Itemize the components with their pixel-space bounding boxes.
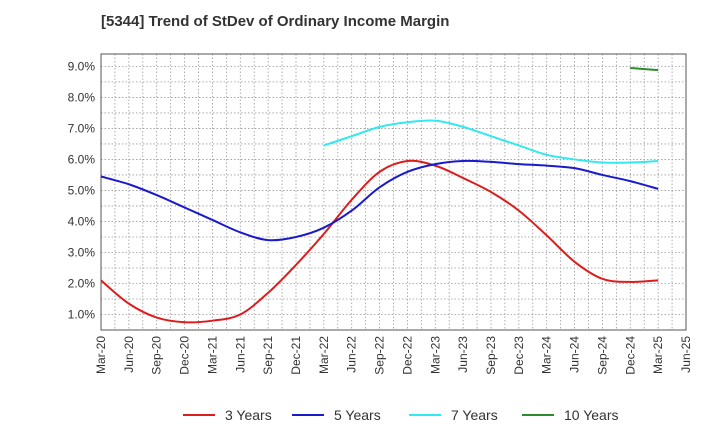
x-tick-label: Mar-20 bbox=[94, 336, 108, 374]
grid-lines bbox=[100, 54, 687, 330]
axes bbox=[100, 53, 687, 331]
x-tick-label: Dec-24 bbox=[623, 336, 637, 375]
y-tick-label: 8.0% bbox=[68, 90, 96, 104]
chart-title: [5344] Trend of StDev of Ordinary Income… bbox=[101, 13, 450, 30]
y-tick-label: 9.0% bbox=[68, 59, 96, 73]
series-line-10-years bbox=[630, 66, 659, 72]
y-tick-label: 7.0% bbox=[68, 121, 96, 135]
legend-item-3-years: 3 Years bbox=[183, 404, 272, 426]
x-tick-label: Jun-25 bbox=[679, 336, 693, 373]
series-line-3-years bbox=[100, 159, 659, 324]
legend-label: 5 Years bbox=[334, 407, 381, 423]
x-tick-label: Jun-23 bbox=[456, 336, 470, 373]
legend-item-10-years: 10 Years bbox=[522, 404, 619, 426]
y-tick-label: 4.0% bbox=[68, 214, 96, 228]
x-tick-label: Jun-24 bbox=[568, 336, 582, 373]
plot-frame bbox=[100, 53, 687, 331]
y-tick-label: 3.0% bbox=[68, 245, 96, 259]
legend-label: 7 Years bbox=[451, 407, 498, 423]
legend-swatch bbox=[409, 414, 441, 416]
x-tick-label: Dec-21 bbox=[289, 336, 303, 375]
legend-label: 3 Years bbox=[225, 407, 272, 423]
x-tick-label: Mar-23 bbox=[428, 336, 442, 374]
y-tick-label: 2.0% bbox=[68, 276, 96, 290]
legend-swatch bbox=[183, 414, 215, 416]
x-tick-label: Sep-24 bbox=[595, 336, 609, 375]
x-tick-label: Mar-25 bbox=[651, 336, 665, 374]
legend-item-7-years: 7 Years bbox=[409, 404, 498, 426]
y-tick-label: 1.0% bbox=[68, 307, 96, 321]
series-lines bbox=[100, 66, 659, 324]
x-tick-label: Jun-20 bbox=[122, 336, 136, 373]
tick-labels: 1.0% 2.0% 3.0% 4.0% 5.0% 6.0% 7.0% 8.0% 9.0% Mar-… bbox=[68, 59, 693, 374]
x-tick-label: Mar-22 bbox=[317, 336, 331, 374]
legend-swatch bbox=[522, 414, 554, 416]
y-tick-label: 5.0% bbox=[68, 183, 96, 197]
x-tick-label: Sep-21 bbox=[261, 336, 275, 375]
y-tick-label: 6.0% bbox=[68, 152, 96, 166]
x-tick-label: Dec-20 bbox=[178, 336, 192, 375]
x-tick-label: Mar-21 bbox=[205, 336, 219, 374]
legend-label: 10 Years bbox=[564, 407, 619, 423]
x-tick-label: Dec-22 bbox=[400, 336, 414, 375]
x-tick-label: Sep-22 bbox=[373, 336, 387, 375]
x-tick-label: Sep-20 bbox=[150, 336, 164, 375]
x-tick-label: Dec-23 bbox=[512, 336, 526, 375]
x-tick-label: Jun-22 bbox=[345, 336, 359, 373]
x-tick-label: Sep-23 bbox=[484, 336, 498, 375]
legend-swatch bbox=[292, 414, 324, 416]
series-line-7-years bbox=[323, 119, 659, 164]
x-tick-label: Mar-24 bbox=[540, 336, 554, 374]
x-tick-label: Jun-21 bbox=[233, 336, 247, 373]
legend: 3 Years 5 Years 7 Years 10 Years bbox=[0, 404, 720, 426]
series-line-5-years bbox=[100, 159, 659, 242]
legend-item-5-years: 5 Years bbox=[292, 404, 381, 426]
